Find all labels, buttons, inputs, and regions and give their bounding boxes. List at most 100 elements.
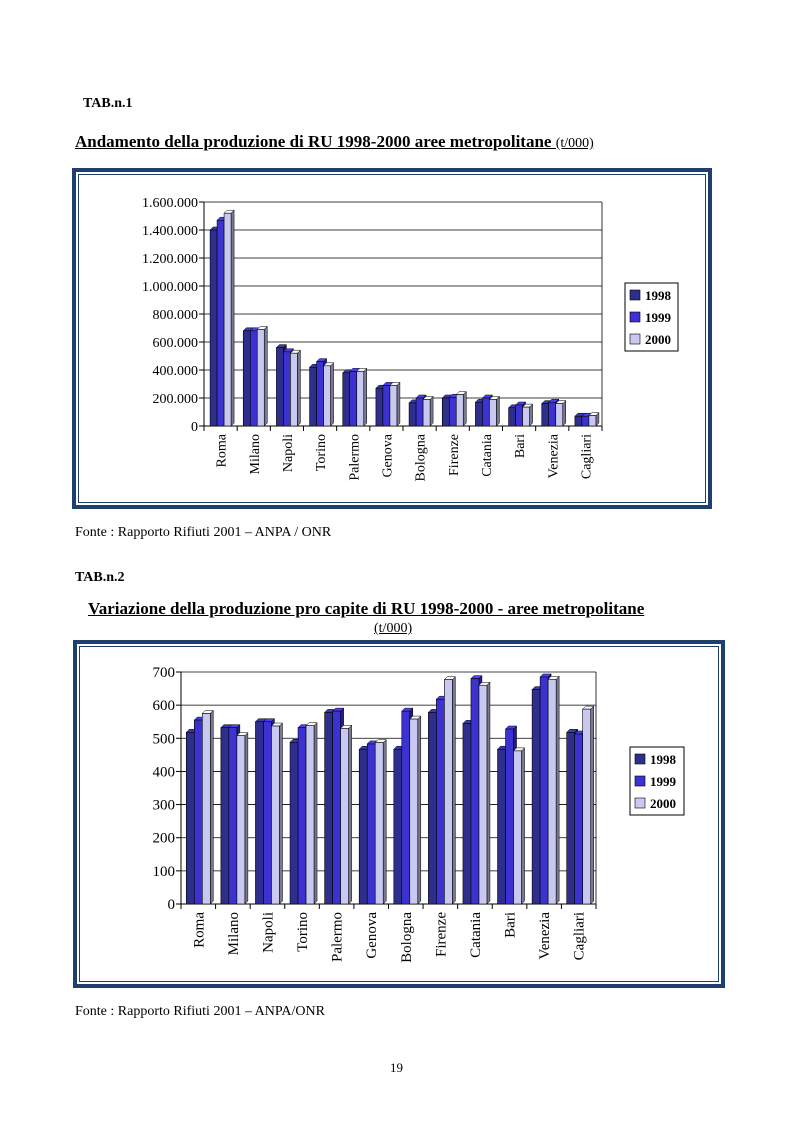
legend-swatch-1998 <box>629 289 641 301</box>
bar-firenze-2000 <box>444 679 453 905</box>
bar-bologna-1999 <box>415 397 424 427</box>
bar-side <box>417 715 422 905</box>
bar-side <box>382 738 387 905</box>
bar-bari-2000 <box>522 406 530 427</box>
bar-bari-1999 <box>515 404 523 427</box>
bar-bologna-1998 <box>393 748 403 905</box>
bar-side <box>452 676 456 905</box>
x-tick-label: Roma <box>215 433 230 467</box>
bar-side <box>486 681 491 905</box>
y-tick-label: 0 <box>191 420 198 435</box>
bar-venezia-1999 <box>539 676 549 905</box>
bar-palermo-2000 <box>356 371 365 427</box>
x-tick-label: Bari <box>503 912 519 938</box>
legend-swatch-2000 <box>629 333 641 345</box>
bar-torino-1998 <box>309 366 317 427</box>
y-tick-label: 800.000 <box>153 308 199 323</box>
y-tick-label: 600.000 <box>153 336 199 351</box>
legend-label-1999: 1999 <box>650 774 677 789</box>
bar-roma-1998 <box>185 732 195 905</box>
bar-side <box>297 349 301 427</box>
x-tick-label: Napoli <box>260 912 276 953</box>
bar-milano-1998 <box>220 727 230 905</box>
x-tick-label: Palermo <box>347 434 362 481</box>
chart2-frame: 0 100 200 300 400 500 600 700 Roma Milano Napoli To… <box>73 640 725 988</box>
chart1-unit: (t/000) <box>555 136 594 151</box>
bar-palermo-1998 <box>324 712 333 905</box>
tab2-label: TAB.n.2 <box>75 570 125 585</box>
y-tick-label: 100 <box>153 864 176 880</box>
bar-bari-1998 <box>508 407 516 427</box>
bar-catania-1998 <box>462 723 472 905</box>
legend-label-1998: 1998 <box>650 752 677 767</box>
x-tick-label: Cagliari <box>579 434 594 479</box>
bar-bologna-2000 <box>422 399 431 427</box>
bar-venezia-1998 <box>541 403 550 427</box>
bar-cagliari-1999 <box>574 733 584 905</box>
bar-roma-1999 <box>193 719 203 905</box>
bar-side <box>330 362 334 427</box>
bar-side <box>562 399 566 427</box>
bar-side <box>244 732 249 905</box>
bar-palermo-1999 <box>332 710 341 905</box>
x-tick-label: Firenze <box>433 912 449 957</box>
bar-milano-1999 <box>249 330 258 427</box>
bar-napoli-2000 <box>271 725 280 905</box>
legend-label-2000: 2000 <box>650 796 676 811</box>
bar-genova-2000 <box>374 742 384 905</box>
y-tick-label: 1.600.000 <box>142 196 198 211</box>
bar-milano-2000 <box>256 329 265 427</box>
bar-roma-2000 <box>201 713 211 905</box>
bar-cagliari-1999 <box>581 415 590 427</box>
bar-venezia-1999 <box>548 401 557 427</box>
bar-firenze-1999 <box>448 397 457 427</box>
legend-swatch-1998 <box>634 753 646 765</box>
legend-swatch-1999 <box>629 311 641 323</box>
chart2-unit: (t/000) <box>374 621 413 636</box>
x-tick-label: Genova <box>380 433 395 477</box>
y-tick-label: 500 <box>153 731 176 747</box>
bar-milano-1999 <box>228 727 238 905</box>
bar-side <box>429 395 434 427</box>
bar-bari-1998 <box>497 748 506 905</box>
x-tick-label: Roma <box>191 912 207 948</box>
chart2-title: Variazione della produzione pro capite d… <box>88 599 645 618</box>
legend-swatch-2000 <box>634 797 646 809</box>
x-tick-label: Bari <box>513 434 528 458</box>
bar-catania-1999 <box>470 678 480 905</box>
bar-firenze-1999 <box>436 698 445 905</box>
bar-napoli-2000 <box>290 352 298 427</box>
bar-napoli-1999 <box>263 721 272 905</box>
y-tick-label: 400.000 <box>153 364 199 379</box>
page-number: 19 <box>390 1060 403 1075</box>
bar-firenze-2000 <box>455 394 464 427</box>
bar-venezia-1998 <box>531 689 541 905</box>
x-tick-label: Genova <box>364 912 380 959</box>
bar-genova-1999 <box>366 743 376 905</box>
x-tick-label: Palermo <box>330 912 346 962</box>
y-tick-label: 400 <box>153 764 176 780</box>
bar-bologna-1998 <box>408 402 417 427</box>
bar-side <box>264 325 268 427</box>
y-tick-label: 1.000.000 <box>142 280 198 295</box>
bar-side <box>590 705 594 905</box>
legend-label-1999: 1999 <box>645 310 672 325</box>
bar-venezia-2000 <box>555 403 564 427</box>
bar-catania-1999 <box>482 397 490 427</box>
bar-catania-2000 <box>489 399 497 427</box>
x-tick-label: Milano <box>248 434 263 474</box>
legend-label-1998: 1998 <box>645 288 672 303</box>
bar-bari-2000 <box>513 750 522 905</box>
tab1-label: TAB.n.1 <box>83 96 133 111</box>
bar-roma-2000 <box>223 212 232 427</box>
bar-side <box>210 709 214 905</box>
chart1-svg: 0 200.000 400.000 600.000 800.000 1.000.000 1.… <box>142 196 679 481</box>
bar-palermo-1998 <box>342 372 351 427</box>
bar-roma-1998 <box>209 229 218 427</box>
bar-side <box>555 675 560 905</box>
chart1-title: Andamento della produzione di RU 1998-20… <box>75 132 594 152</box>
bar-palermo-1999 <box>349 371 358 427</box>
bar-torino-2000 <box>323 365 331 427</box>
bar-side <box>529 403 533 427</box>
x-tick-label: Torino <box>295 912 311 952</box>
